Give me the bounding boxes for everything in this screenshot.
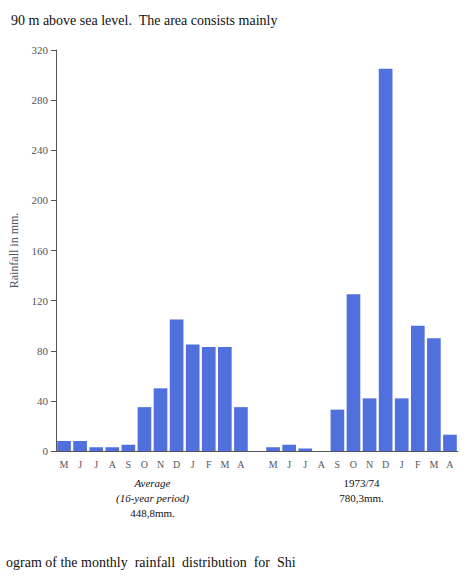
- svg-text:280: 280: [32, 94, 49, 106]
- svg-text:Average: Average: [133, 477, 170, 489]
- svg-text:M: M: [220, 459, 229, 470]
- svg-text:90 m above sea level. The are: 90 m above sea level. The area consists …: [11, 13, 277, 28]
- svg-text:448,8mm.: 448,8mm.: [130, 507, 175, 519]
- svg-text:A: A: [237, 459, 245, 470]
- svg-text:J: J: [94, 459, 98, 470]
- svg-text:O: O: [141, 459, 148, 470]
- svg-text:A: A: [446, 459, 454, 470]
- svg-text:J: J: [191, 459, 195, 470]
- svg-text:S: S: [335, 459, 341, 470]
- svg-text:M: M: [429, 459, 438, 470]
- svg-text:160: 160: [32, 245, 49, 257]
- svg-text:F: F: [415, 459, 421, 470]
- svg-text:J: J: [78, 459, 82, 470]
- svg-text:1973/74: 1973/74: [343, 477, 380, 489]
- svg-text:D: D: [173, 459, 180, 470]
- svg-text:M: M: [60, 459, 69, 470]
- svg-text:0: 0: [43, 445, 49, 457]
- svg-text:J: J: [287, 459, 291, 470]
- svg-text:J: J: [400, 459, 404, 470]
- svg-text:F: F: [206, 459, 212, 470]
- svg-text:120: 120: [32, 295, 49, 307]
- svg-text:240: 240: [32, 144, 49, 156]
- svg-text:S: S: [126, 459, 132, 470]
- svg-text:780,3mm.: 780,3mm.: [339, 492, 384, 504]
- svg-text:M: M: [269, 459, 278, 470]
- svg-text:N: N: [366, 459, 373, 470]
- svg-text:40: 40: [37, 395, 49, 407]
- svg-text:80: 80: [37, 345, 49, 357]
- svg-text:O: O: [350, 459, 357, 470]
- svg-text:A: A: [318, 459, 326, 470]
- svg-text:ogram of the monthly rainfall: ogram of the monthly rainfall distributi…: [6, 555, 296, 570]
- svg-text:D: D: [382, 459, 389, 470]
- svg-text:320: 320: [32, 44, 49, 56]
- svg-text:A: A: [109, 459, 117, 470]
- svg-text:200: 200: [32, 194, 49, 206]
- svg-text:N: N: [157, 459, 164, 470]
- svg-text:Rainfall in mm.: Rainfall in mm.: [7, 213, 21, 289]
- svg-text:(16-year period): (16-year period): [116, 492, 189, 505]
- svg-text:J: J: [303, 459, 307, 470]
